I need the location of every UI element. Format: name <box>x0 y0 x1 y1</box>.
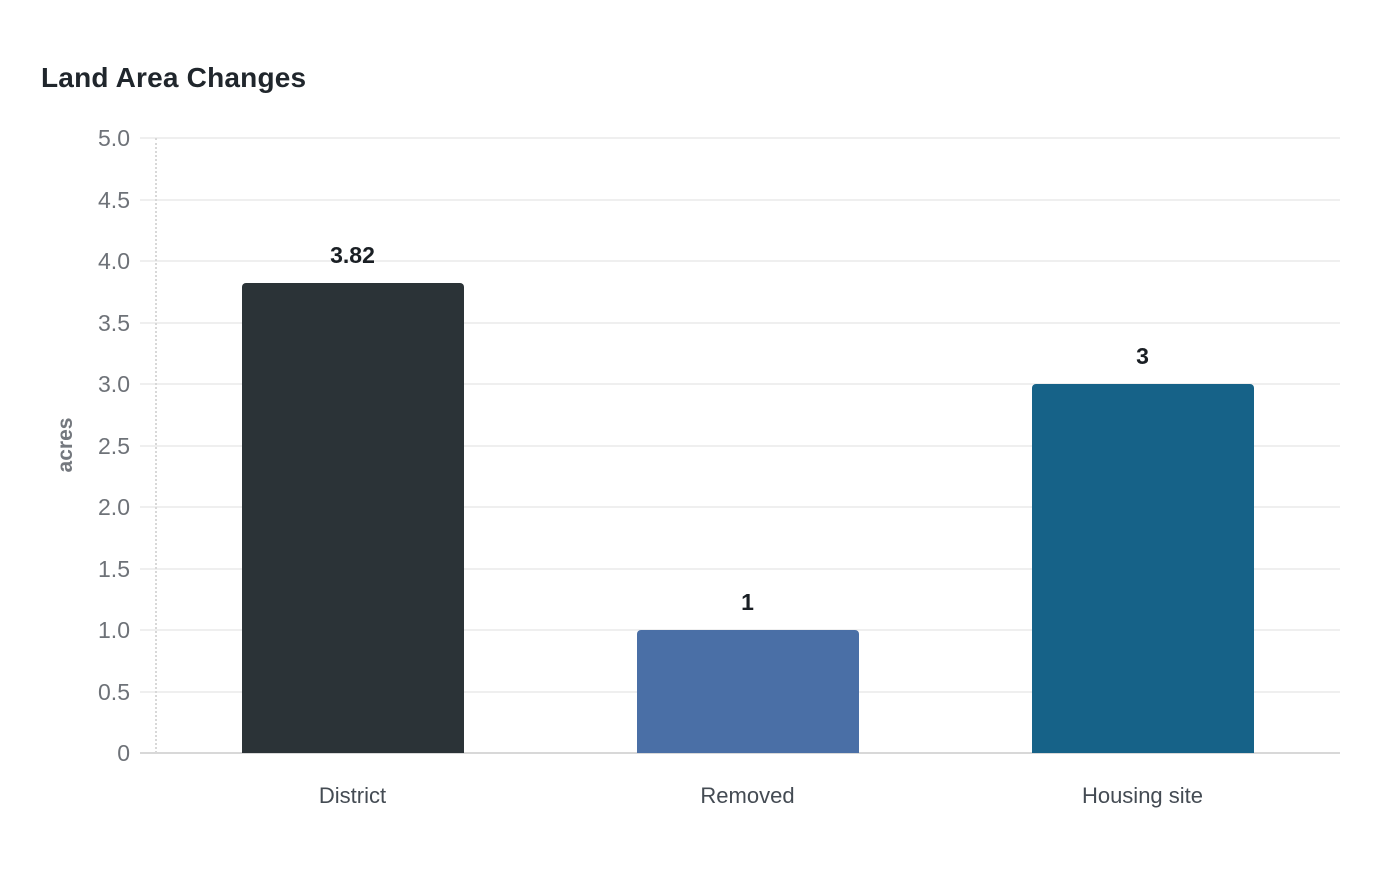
bar-value-label: 3 <box>1136 343 1149 369</box>
y-tick-label: 0 <box>117 740 130 766</box>
y-tick-label: 4.0 <box>98 248 130 274</box>
grid-line <box>140 260 1340 262</box>
bar-removed[interactable] <box>636 630 859 753</box>
chart-title: Land Area Changes <box>41 62 307 93</box>
y-axis-line <box>155 138 157 753</box>
y-tick-label: 1.5 <box>98 555 130 582</box>
grid-line <box>140 383 1340 385</box>
y-tick-label: 1.0 <box>98 617 130 643</box>
x-tick-label: Housing site <box>1081 783 1204 808</box>
y-tick-label: 2.0 <box>98 494 130 520</box>
y-tick-label: 0.5 <box>98 678 130 705</box>
grid-line <box>140 321 1340 324</box>
bar-district[interactable] <box>241 283 464 753</box>
y-tick-label: 5.0 <box>98 125 130 151</box>
grid-line <box>140 137 1340 139</box>
y-tick-label: 3.0 <box>98 371 130 397</box>
x-axis-baseline <box>140 752 1340 754</box>
grid-line <box>140 567 1340 570</box>
y-tick-label: 4.5 <box>98 186 130 213</box>
bar-housing-site[interactable] <box>1031 384 1254 753</box>
y-tick-label: 3.5 <box>98 309 130 336</box>
bar-value-label: 1 <box>741 589 754 615</box>
x-tick-label: Removed <box>700 783 795 808</box>
x-tick-label: District <box>318 783 387 808</box>
grid-line <box>140 444 1340 447</box>
grid-line <box>140 198 1340 201</box>
bar-value-label: 3.82 <box>330 242 375 269</box>
grid-line <box>140 506 1340 508</box>
y-tick-label: 2.5 <box>98 432 130 459</box>
